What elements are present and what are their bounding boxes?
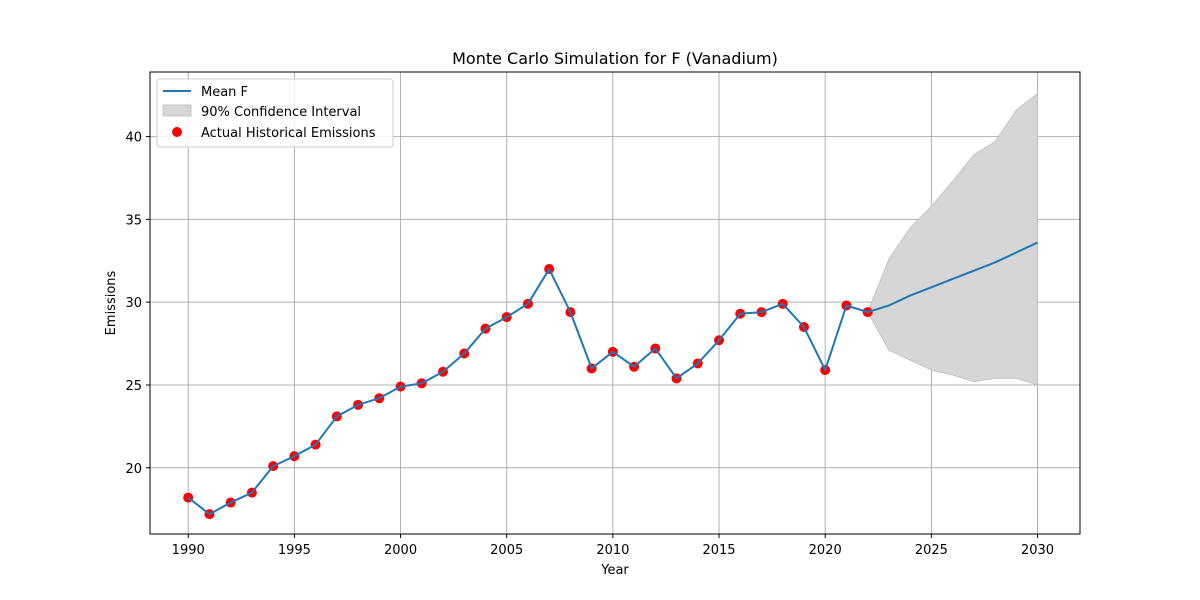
legend-points-swatch: [172, 127, 182, 137]
x-tick-label: 2020: [809, 543, 842, 558]
y-axis-label: Emissions: [104, 270, 119, 335]
x-tick-label: 2000: [384, 543, 417, 558]
x-tick-label: 2015: [702, 543, 735, 558]
x-tick-label: 2025: [915, 543, 948, 558]
x-tick-label: 1995: [278, 543, 311, 558]
legend-points-label: Actual Historical Emissions: [201, 126, 376, 141]
y-tick-label: 40: [125, 131, 142, 146]
x-tick-label: 2030: [1021, 543, 1054, 558]
mean-line: [187, 241, 1038, 516]
y-tick-label: 35: [125, 213, 142, 228]
plot-frame: [149, 71, 1081, 535]
legend-band-swatch: [162, 104, 192, 117]
x-axis-label: Year: [600, 563, 629, 578]
confidence-band: [867, 92, 1038, 386]
legend-band-label: 90% Confidence Interval: [201, 105, 361, 120]
y-tick-label: 30: [125, 296, 142, 311]
band-layer: [867, 92, 1038, 386]
y-tick-label: 25: [125, 379, 142, 394]
x-tick-label: 2010: [596, 543, 629, 558]
x-tick-label: 1990: [172, 543, 205, 558]
legend-mean-label: Mean F: [201, 85, 248, 100]
legend-box: [156, 78, 394, 148]
line-layer: [187, 241, 1038, 516]
legend: Mean F 90% Confidence Interval Actual Hi…: [156, 78, 394, 148]
tick-layer: 1990 1995 2000 2005 2010 2015 2020 2025 20302025…: [125, 131, 1054, 558]
y-tick-label: 20: [125, 462, 142, 477]
x-tick-label: 2005: [490, 543, 523, 558]
chart-title: Monte Carlo Simulation for F (Vanadium): [452, 49, 778, 68]
